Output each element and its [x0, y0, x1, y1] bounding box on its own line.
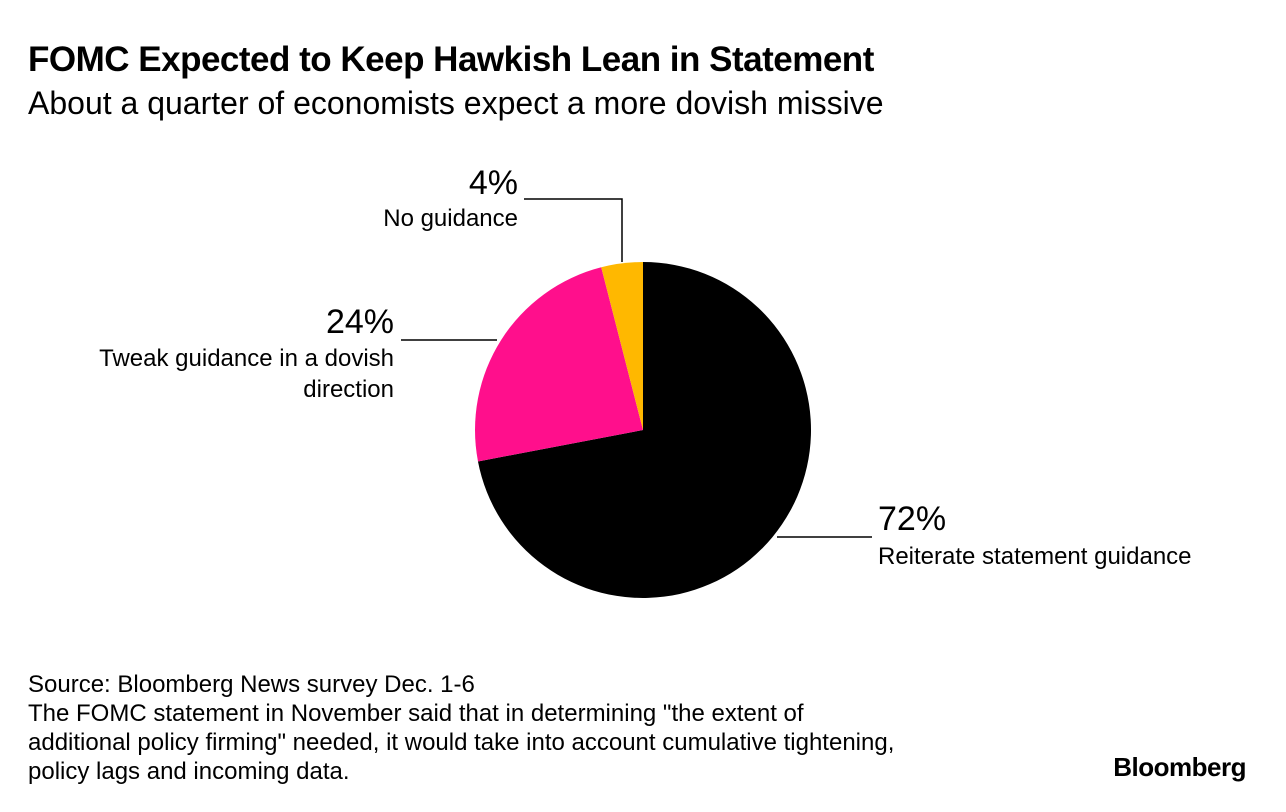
slice-label-tweak: 24% Tweak guidance in a dovish direction: [99, 303, 497, 403]
pie-slice-tweak: [475, 267, 643, 462]
source-note: Source: Bloomberg News survey Dec. 1-6: [28, 671, 475, 698]
slice-name-reiterate: Reiterate statement guidance: [878, 543, 1192, 570]
footnote-line: additional policy firming" needed, it wo…: [28, 729, 895, 756]
chart-title: FOMC Expected to Keep Hawkish Lean in St…: [28, 40, 874, 79]
footnote-line: The FOMC statement in November said that…: [28, 700, 804, 727]
slice-value-reiterate: 72%: [878, 500, 946, 538]
chart-footer: Source: Bloomberg News survey Dec. 1-6 T…: [28, 670, 1028, 786]
bloomberg-logo: Bloomberg: [1113, 752, 1246, 782]
leader-line-no-guidance: [524, 198, 623, 262]
pie-slices: [475, 262, 812, 598]
pie-slice-reiterate: [477, 262, 812, 598]
pie-slice-no-guidance: [601, 262, 643, 430]
slice-value-no-guidance: 4%: [469, 164, 518, 202]
footnote-line: policy lags and incoming data.: [28, 758, 350, 785]
slice-name-no-guidance: No guidance: [383, 205, 518, 232]
slice-label-reiterate: 72% Reiterate statement guidance: [777, 500, 1192, 570]
slice-name-tweak: Tweak guidance in a dovish direction: [99, 345, 394, 403]
slice-value-tweak: 24%: [326, 303, 394, 341]
chart-subtitle: About a quarter of economists expect a m…: [28, 85, 884, 121]
slice-label-no-guidance: 4% No guidance: [383, 164, 623, 262]
pie-chart: 72% Reiterate statement guidance 24% Twe…: [99, 164, 1192, 598]
slice-name-tweak-line: Tweak guidance in a dovish: [99, 345, 394, 372]
slice-name-tweak-line: direction: [303, 376, 394, 403]
